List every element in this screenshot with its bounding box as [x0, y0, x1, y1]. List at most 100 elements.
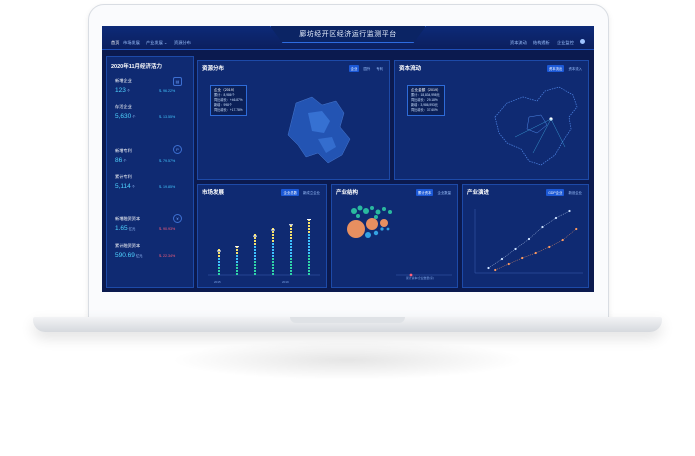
bar-segment [272, 249, 274, 251]
bar-segment [308, 264, 310, 266]
bar-cap [289, 224, 293, 226]
tab-count[interactable]: 企业数量 [437, 191, 451, 195]
bar-segment [254, 255, 256, 257]
bar-segment [290, 237, 292, 239]
tab-enterprise[interactable]: 企业 [348, 65, 360, 72]
industry-trend-chart[interactable] [469, 203, 587, 285]
tab-capital[interactable]: 累计资本 [415, 189, 434, 196]
page-title: 廊坊经开区经济运行监测平台 [299, 31, 397, 38]
bar-segment [272, 264, 274, 266]
district-map[interactable] [278, 83, 378, 175]
industry-bubble-chart[interactable] [336, 199, 456, 285]
bar-segment [290, 267, 292, 269]
bar-segment [218, 273, 220, 275]
metric-value: 86个 [115, 157, 127, 164]
bar-segment [290, 243, 292, 245]
bar-segment [290, 231, 292, 233]
bar-segment [218, 258, 220, 260]
bar-segment [290, 228, 292, 230]
tab-group: 资本流出 资本流入 [545, 65, 584, 72]
tab-capital-in[interactable]: 资本流入 [568, 67, 582, 71]
bar-segment [308, 255, 310, 257]
bar-segment [308, 243, 310, 245]
resource-distribution-panel: 资源分布 企业 园外 专利 企业（2019） 累计：8,986个 同比增长：+46.… [197, 60, 390, 180]
china-map[interactable] [485, 77, 585, 177]
info-line: 新增：998个 [214, 103, 233, 107]
series-line [495, 228, 577, 271]
bar-segment [236, 273, 238, 275]
metric-value: 123个 [115, 87, 131, 94]
nav-resource[interactable]: 资源分布 [174, 40, 191, 45]
nav-industry[interactable]: 产业发展 ⌄ [146, 40, 168, 45]
bar-segment [308, 222, 310, 224]
patent-icon: P [173, 145, 182, 154]
nav-home[interactable]: 首页 [111, 40, 120, 45]
laptop-notch [290, 317, 405, 323]
tab-patent[interactable]: 专利 [376, 67, 383, 71]
market-bar-chart[interactable]: 2015 2019 [206, 203, 322, 285]
bar-segment [290, 252, 292, 254]
bar-segment [290, 273, 292, 275]
industry-trend-panel: 产业演进 GDP企业 新设企业 [462, 184, 589, 288]
tab-newly[interactable]: 新设企业 [568, 191, 582, 195]
bar-segment [236, 255, 238, 257]
bar-segment [254, 273, 256, 275]
metric-change: ⇅ 96.22% [159, 89, 176, 93]
info-box: 企业（2019） 累计：8,986个 同比增长：+46.87% 新增：998个 … [210, 85, 247, 116]
tab-gdp[interactable]: GDP企业 [546, 189, 565, 196]
panel-title: 产业结构 [336, 190, 359, 196]
info-line: 新增：3,986,993元 [411, 103, 438, 107]
nav-market[interactable]: 市场发展 [123, 40, 140, 45]
metric-value: 5,630个 [115, 113, 136, 120]
metric-label: 新增企业 [115, 78, 132, 83]
series-point [521, 256, 524, 260]
bar-segment [290, 258, 292, 260]
bar-cap [253, 235, 257, 237]
bar-segment [218, 255, 220, 257]
info-line: 同比增长：+17.78% [214, 108, 243, 112]
tab-group: 企业总数 新成立企业 [279, 189, 322, 196]
tab-capital-out[interactable]: 资本流出 [546, 65, 565, 72]
nav-structure[interactable]: 结构透析 [533, 40, 550, 45]
bar-segment [218, 267, 220, 269]
bar-segment [236, 249, 238, 251]
bar-segment [272, 258, 274, 260]
metric-change: ⇅ 79.57% [159, 159, 176, 163]
bar-segment [308, 270, 310, 272]
bar-segment [254, 234, 256, 236]
panel-title: 市场发展 [202, 190, 225, 196]
bar-segment [254, 243, 256, 245]
bar-segment [272, 255, 274, 257]
bar-segment [272, 228, 274, 230]
bar-segment [236, 267, 238, 269]
bar-segment [272, 252, 274, 254]
metric-label: 新增专利 [115, 148, 132, 153]
info-heading: 企业（2019） [214, 88, 237, 92]
bar-segment [254, 258, 256, 260]
bar-segment [308, 249, 310, 251]
info-line: 累计：18,834,998元 [411, 93, 440, 97]
bar-cap [235, 246, 239, 248]
metric-value: 590.69亿元 [115, 252, 143, 259]
series-point [561, 238, 564, 242]
bar-segment [218, 264, 220, 266]
bar-segment [308, 267, 310, 269]
metric-change: ⇅ 22.34% [159, 254, 176, 258]
bar-segment [272, 240, 274, 242]
tab-total[interactable]: 企业总数 [281, 189, 300, 196]
bar-segment [290, 234, 292, 236]
laptop-shadow [170, 340, 525, 380]
bar-segment [254, 261, 256, 263]
metric-label: 累计融资资本 [115, 243, 141, 248]
tab-outside[interactable]: 园外 [363, 67, 371, 71]
nav-company[interactable]: 企业监控 [557, 40, 574, 45]
bar-segment [254, 249, 256, 251]
bar-segment [308, 246, 310, 248]
bar-segment [254, 240, 256, 242]
tab-new[interactable]: 新成立企业 [303, 191, 320, 195]
bar-segment [236, 264, 238, 266]
nav-capital[interactable]: 资本流动 [510, 40, 527, 45]
panel-title: 资本流动 [399, 66, 422, 72]
bar-segment [254, 237, 256, 239]
user-icon[interactable] [580, 39, 585, 44]
